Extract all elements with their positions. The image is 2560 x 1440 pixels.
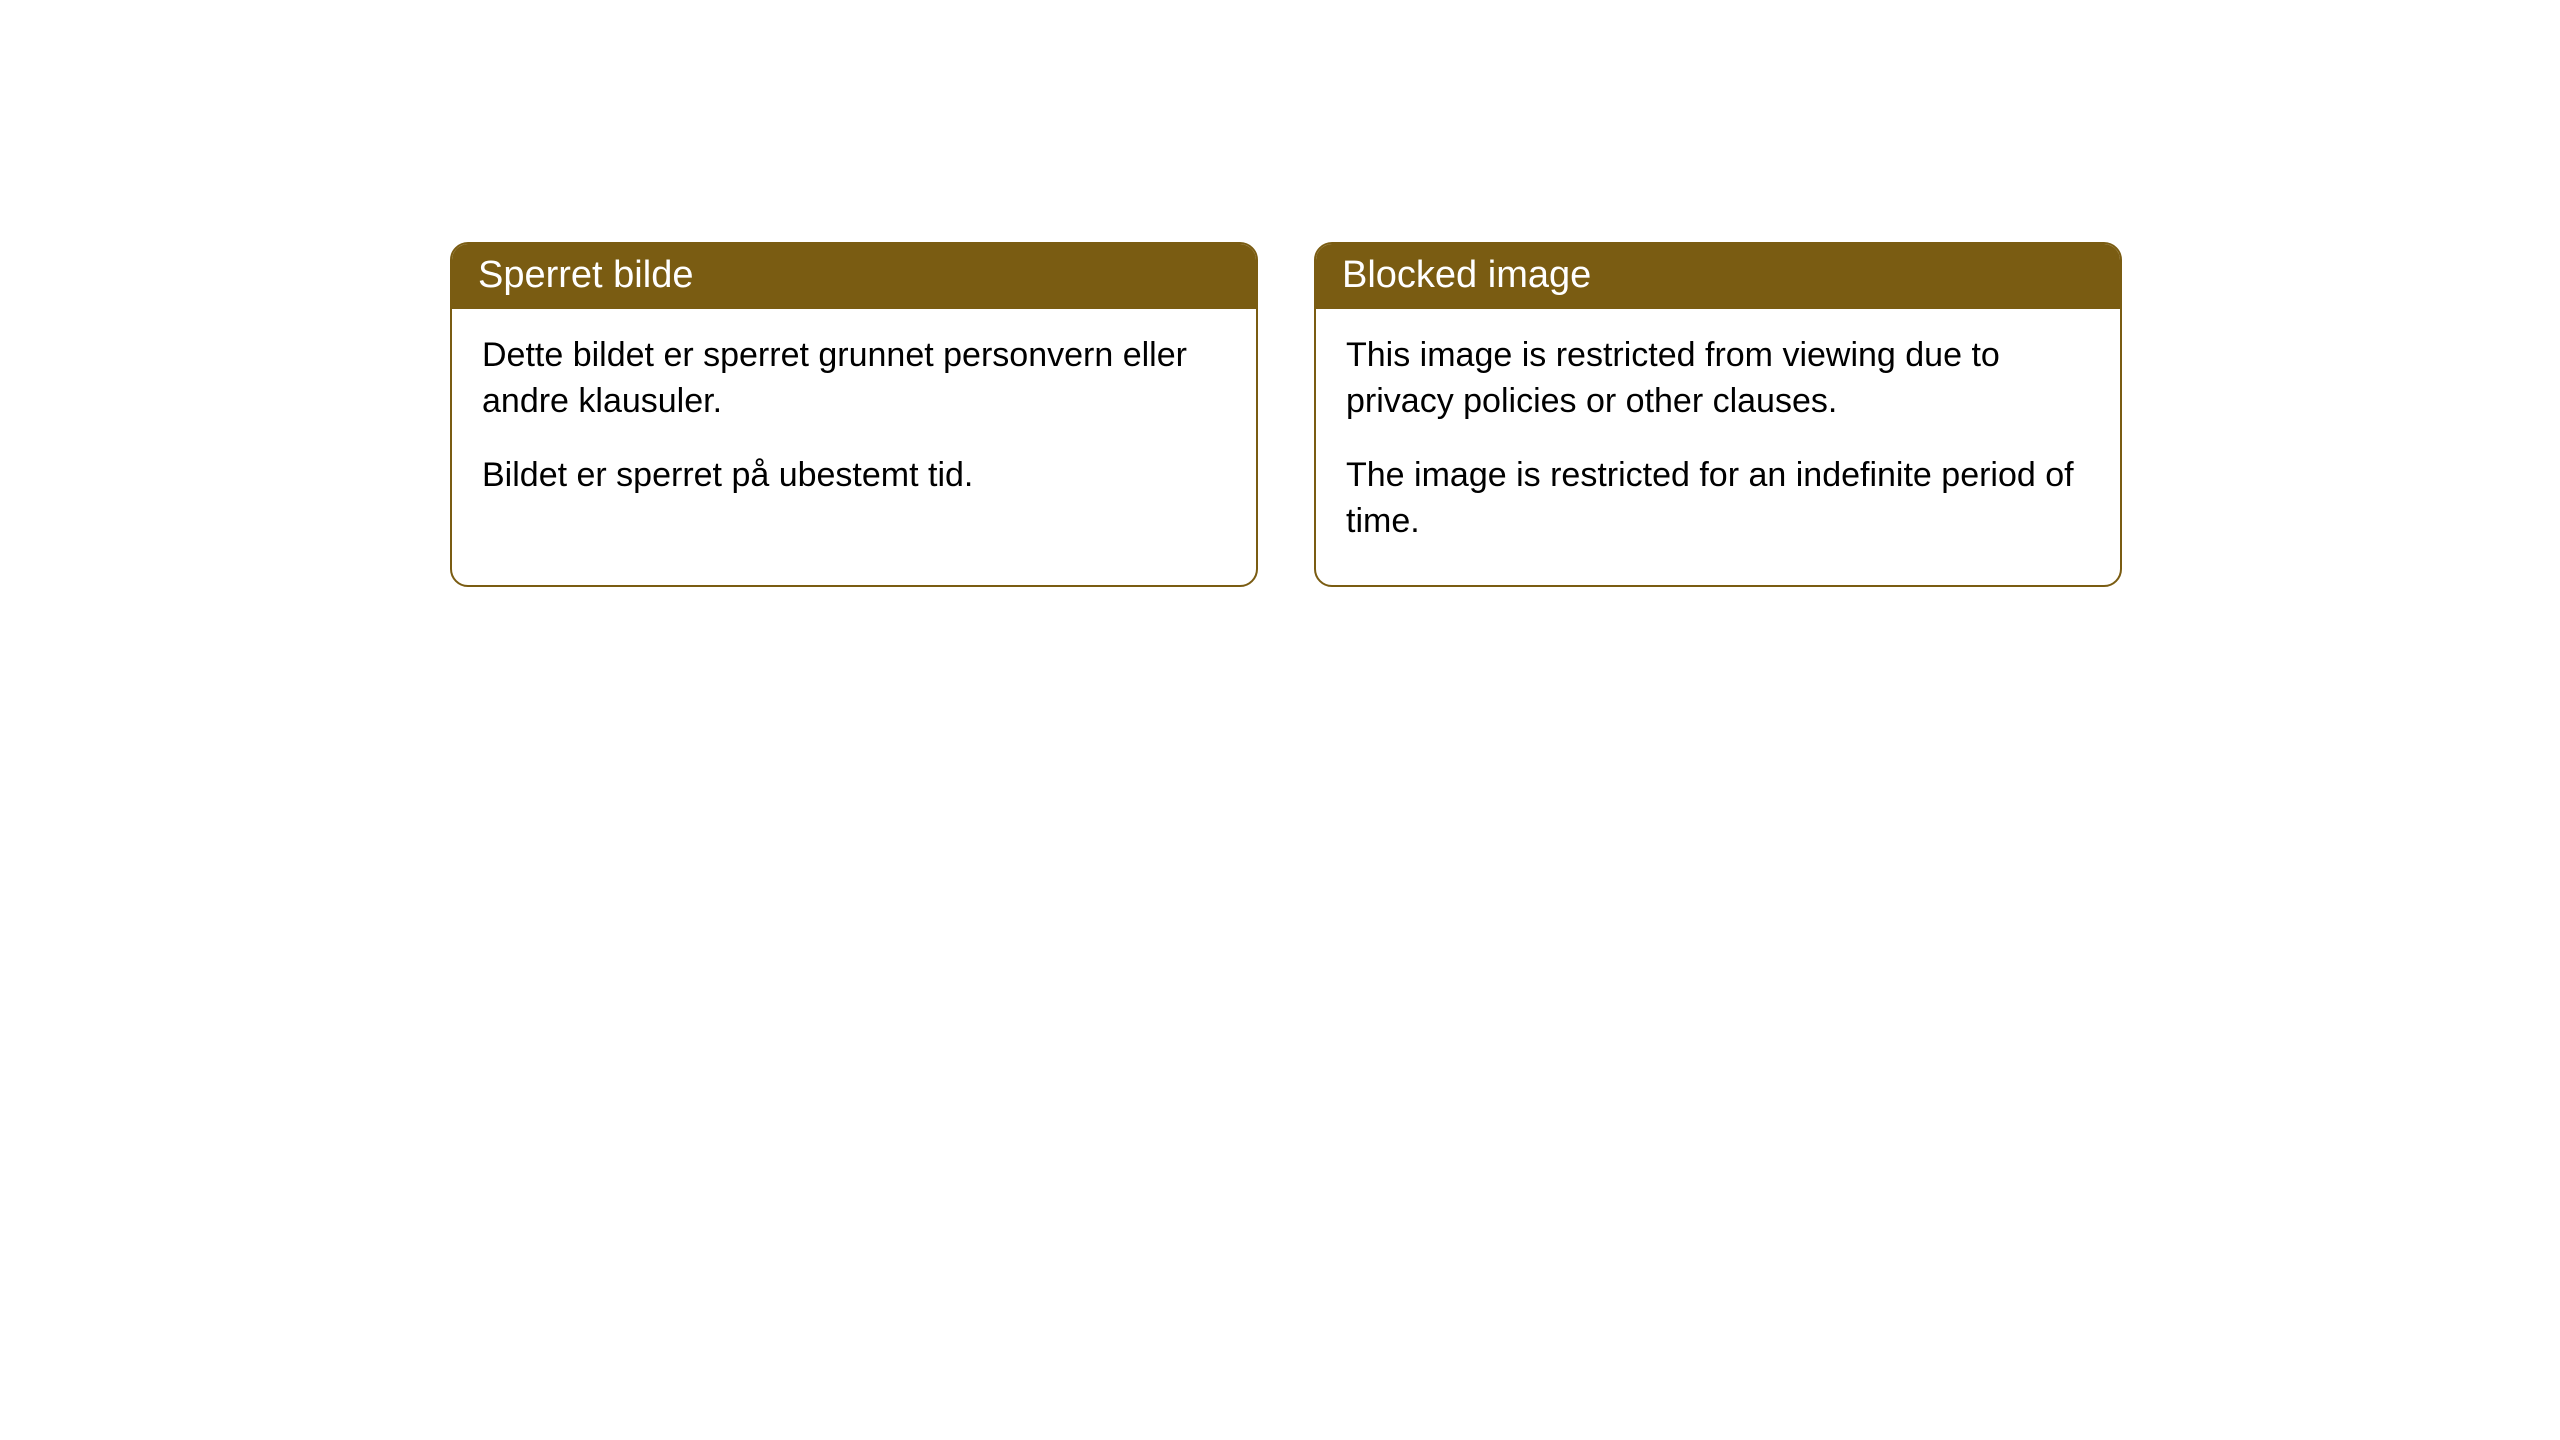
card-paragraph: This image is restricted from viewing du… bbox=[1346, 333, 2090, 425]
card-body-en: This image is restricted from viewing du… bbox=[1316, 309, 2120, 585]
card-body-no: Dette bildet er sperret grunnet personve… bbox=[452, 309, 1256, 539]
notice-cards-container: Sperret bilde Dette bildet er sperret gr… bbox=[450, 242, 2122, 587]
card-header-en: Blocked image bbox=[1316, 244, 2120, 309]
card-paragraph: Bildet er sperret på ubestemt tid. bbox=[482, 453, 1226, 499]
card-paragraph: The image is restricted for an indefinit… bbox=[1346, 453, 2090, 545]
card-header-no: Sperret bilde bbox=[452, 244, 1256, 309]
blocked-image-card-no: Sperret bilde Dette bildet er sperret gr… bbox=[450, 242, 1258, 587]
card-paragraph: Dette bildet er sperret grunnet personve… bbox=[482, 333, 1226, 425]
blocked-image-card-en: Blocked image This image is restricted f… bbox=[1314, 242, 2122, 587]
